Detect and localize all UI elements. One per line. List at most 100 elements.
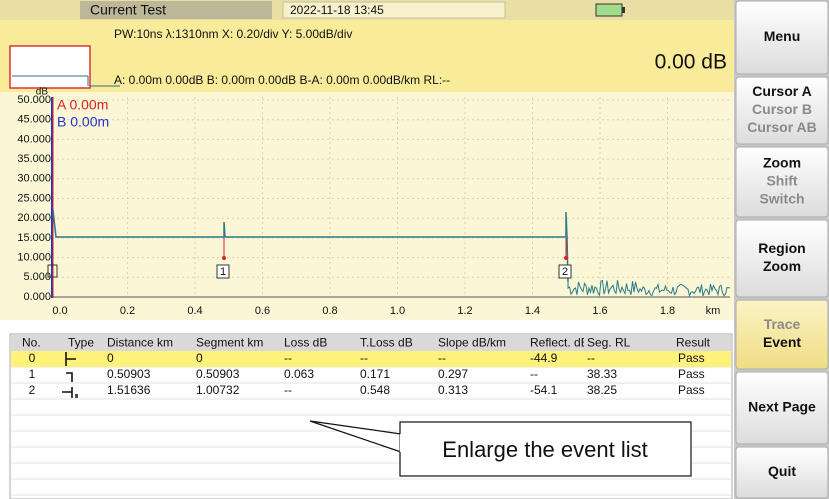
menu-button[interactable] [735, 76, 829, 145]
battery-tip [622, 7, 625, 13]
y-tick-label: 15.000 [17, 232, 51, 244]
header-clip [584, 335, 654, 352]
tab-bg [80, 1, 272, 19]
table-cell: -54.1 [530, 383, 558, 397]
x-tick-label: 0.8 [322, 305, 337, 317]
column-header: T.Loss dB [360, 336, 413, 350]
table-cell: Pass [678, 367, 705, 381]
trace-noise [567, 279, 731, 298]
cursor-b-label: B 0.00m [57, 114, 109, 130]
y-tick-label: 10.000 [17, 252, 51, 264]
side-menu: Menu Cursor A Cursor B Cursor AB Zoom Shift Sw… [735, 0, 829, 499]
menu-button[interactable] [735, 219, 829, 298]
x-tick-label: 0.0 [52, 305, 67, 317]
table-cell: 2 [29, 383, 36, 397]
event-dot [564, 256, 568, 260]
y-tick-label: 50.000 [17, 94, 51, 106]
menu-label[interactable]: Event [763, 334, 801, 350]
event-dot [222, 256, 226, 260]
column-header: Reflect. dB [530, 336, 589, 350]
menu-button[interactable] [735, 146, 829, 218]
menu-button[interactable] [735, 299, 829, 370]
table-cell[interactable]: -44.9 [530, 351, 558, 365]
menu-label[interactable]: Region [758, 240, 805, 256]
menu-button[interactable] [735, 446, 829, 499]
menu-label[interactable]: Next Page [748, 399, 816, 415]
x-tick-label: 1.8 [660, 305, 675, 317]
table-cell: -- [284, 383, 292, 397]
menu-label[interactable]: Trace [764, 316, 801, 332]
table-cell: 0.548 [360, 383, 390, 397]
grid: 50.00045.00040.00035.00030.00025.00020.0… [17, 94, 730, 317]
x-tick-label: 1.2 [457, 305, 472, 317]
menu-button[interactable] [735, 0, 829, 75]
thumbnail [9, 45, 91, 89]
table-cell: Pass [678, 383, 705, 397]
x-tick-label: 0.6 [255, 305, 270, 317]
x-tick-label: 1.6 [592, 305, 607, 317]
callout-box [399, 421, 692, 477]
thumbnail-trace [12, 75, 120, 87]
menu-button[interactable] [735, 371, 829, 445]
column-header: Segment km [196, 336, 263, 350]
table-cell: 38.25 [587, 383, 617, 397]
table-cell: 38.33 [587, 367, 617, 381]
table-cell: 0.297 [438, 367, 468, 381]
event-type-icon [66, 372, 73, 382]
table-cell: 1 [29, 367, 36, 381]
column-header: No. [22, 336, 41, 350]
y-tick-label: 45.000 [17, 114, 51, 126]
table-cell: -- [530, 367, 538, 381]
table-cell[interactable]: -- [438, 351, 446, 365]
table-cell[interactable]: Pass [678, 351, 705, 365]
y-tick-label: 20.000 [17, 212, 51, 224]
gap-bg [0, 320, 734, 334]
menu-label[interactable]: Cursor A [752, 83, 811, 99]
menu-label[interactable]: Zoom [763, 258, 801, 274]
x-tick-label: 1.4 [525, 305, 540, 317]
menu-label[interactable]: Shift [766, 173, 797, 189]
menu-label[interactable]: Cursor B [752, 101, 812, 117]
column-header: Type [68, 336, 94, 350]
menu-label[interactable]: Cursor AB [747, 119, 817, 135]
table-cell: 1.00732 [196, 383, 240, 397]
event-type-icon [62, 387, 78, 398]
tab-title[interactable]: Current Test [90, 2, 166, 18]
column-header: Loss dB [284, 336, 327, 350]
table-cell: 0.313 [438, 383, 468, 397]
event-box [47, 264, 58, 278]
table-cell[interactable]: 0 [107, 351, 114, 365]
cursor-info: A: 0.00m 0.00dB B: 0.00m 0.00dB B-A: 0.0… [114, 73, 450, 87]
cursor-a-label: A 0.00m [57, 97, 108, 113]
selected-row [11, 351, 731, 367]
info-bg [0, 20, 734, 92]
menu-label[interactable]: Quit [768, 463, 796, 479]
column-header: Result [676, 336, 711, 350]
menu-label[interactable]: Menu [764, 28, 801, 44]
menu-label[interactable]: Zoom [763, 155, 801, 171]
datetime: 2022-11-18 13:45 [290, 3, 384, 17]
event-number: 2 [562, 266, 568, 278]
event-type-icon [65, 352, 76, 366]
column-header: Seg. RL [587, 336, 631, 350]
table-cell[interactable]: -- [284, 351, 292, 365]
table-cell[interactable]: -- [587, 351, 595, 365]
x-tick-label: 0.4 [187, 305, 202, 317]
y-tick-label: 5.000 [23, 271, 51, 283]
y-unit: dB [36, 87, 49, 98]
table-cell: 0.063 [284, 367, 314, 381]
graph-bg [0, 92, 734, 320]
table-cell: 1.51636 [107, 383, 151, 397]
table-cell[interactable]: 0 [196, 351, 203, 365]
event-table: No. Type Distance km Segment km Loss dB T.Los… [11, 335, 731, 496]
callout-text: Enlarge the event list [442, 437, 647, 462]
date-box [282, 1, 506, 19]
y-tick-label: 40.000 [17, 133, 51, 145]
table-cell[interactable]: 0 [29, 351, 36, 365]
y-tick-label: 30.000 [17, 173, 51, 185]
menu-label[interactable]: Switch [759, 191, 804, 207]
event-box [558, 264, 572, 279]
table-cell[interactable]: -- [360, 351, 368, 365]
